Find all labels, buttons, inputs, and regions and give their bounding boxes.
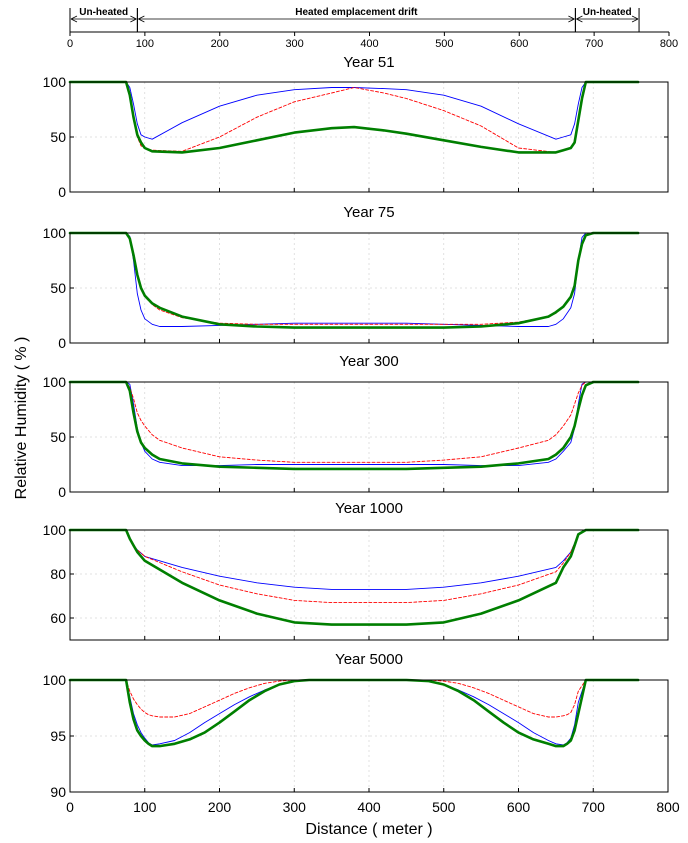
band-label: Un-heated: [583, 7, 632, 18]
series-line-green: [68, 528, 640, 626]
top-axis-tick-label: 0: [67, 38, 73, 50]
y-tick-label: 100: [43, 374, 67, 390]
x-tick-label: 500: [432, 799, 456, 815]
series-line-red: [69, 381, 639, 463]
y-tick-label: 80: [50, 566, 66, 582]
x-axis-tick-labels: 0 100 200 300 400 500 600 700 800: [66, 799, 680, 815]
top-axis-tick-label: 300: [285, 38, 303, 50]
y-axis-label: Relative Humidity ( % ): [13, 337, 30, 500]
x-tick-label: 100: [133, 799, 157, 815]
series-line-blue: [69, 381, 639, 467]
band-label: Heated emplacement drift: [295, 7, 418, 18]
series-line-green: [68, 80, 640, 154]
panel-year-1000: 100 80 60: [43, 522, 669, 641]
band-arrow-head: [568, 15, 575, 23]
series-line-red: [69, 81, 639, 153]
top-axis-tick-label: 200: [211, 38, 229, 50]
y-tick-label: 90: [50, 784, 66, 800]
x-tick-label: 0: [66, 799, 74, 815]
y-tick-label: 100: [43, 74, 67, 90]
x-tick-label: 700: [582, 799, 606, 815]
series-line-blue: [69, 529, 639, 590]
top-axis-tick-label: 500: [435, 38, 453, 50]
top-axis-tick-label: 700: [585, 38, 603, 50]
band-label: Un-heated: [79, 7, 128, 18]
series-line-red: [69, 232, 639, 325]
x-tick-label: 300: [283, 799, 307, 815]
y-tick-label: 100: [43, 522, 67, 538]
panel-year-75: 100 50 0: [43, 225, 669, 351]
x-tick-label: 400: [357, 799, 381, 815]
top-distance-scale: 0 100 200 300 400 500 600 700 800 Un-heated Heated…: [67, 7, 678, 50]
series-line-blue: [69, 232, 639, 327]
series-line-green: [68, 231, 640, 329]
band-arrow-head: [130, 15, 137, 23]
top-axis-tick-label: 800: [660, 38, 678, 50]
y-tick-label: 100: [43, 672, 67, 688]
y-tick-label: 50: [50, 280, 66, 296]
panel-title-year-51: Year 51: [343, 54, 394, 71]
panel-year-5000: 100 95 90: [43, 672, 669, 800]
x-tick-label: 800: [656, 799, 680, 815]
y-tick-label: 95: [50, 728, 66, 744]
band-arrow-head: [138, 15, 145, 23]
y-tick-label: 50: [50, 129, 66, 145]
panel-title-year-75: Year 75: [343, 204, 394, 221]
panel-year-51: 100 50 0: [43, 74, 669, 200]
top-axis-tick-label: 100: [136, 38, 154, 50]
top-axis-tick-label: 600: [510, 38, 528, 50]
series-line-blue: [69, 81, 639, 140]
series-line-blue: [69, 679, 639, 746]
top-axis-tick-label: 400: [360, 38, 378, 50]
band-arrow-head: [576, 15, 583, 23]
y-tick-label: 0: [58, 335, 66, 351]
y-tick-label: 0: [58, 484, 66, 500]
y-tick-label: 50: [50, 429, 66, 445]
band-arrow-head: [631, 15, 639, 23]
panel-title-year-1000: Year 1000: [335, 500, 403, 517]
x-axis-label: Distance ( meter ): [305, 821, 432, 838]
band-arrow-head: [70, 15, 78, 23]
panel-year-300: 100 50 0: [43, 374, 669, 500]
y-tick-label: 0: [58, 184, 66, 200]
x-tick-label: 200: [208, 799, 232, 815]
panel-title-year-5000: Year 5000: [335, 651, 403, 668]
series-line-green: [68, 380, 640, 471]
series-line-red: [69, 679, 639, 718]
x-tick-label: 600: [507, 799, 531, 815]
panel-title-year-300: Year 300: [339, 353, 399, 370]
y-tick-label: 100: [43, 225, 67, 241]
y-tick-label: 60: [50, 610, 66, 626]
